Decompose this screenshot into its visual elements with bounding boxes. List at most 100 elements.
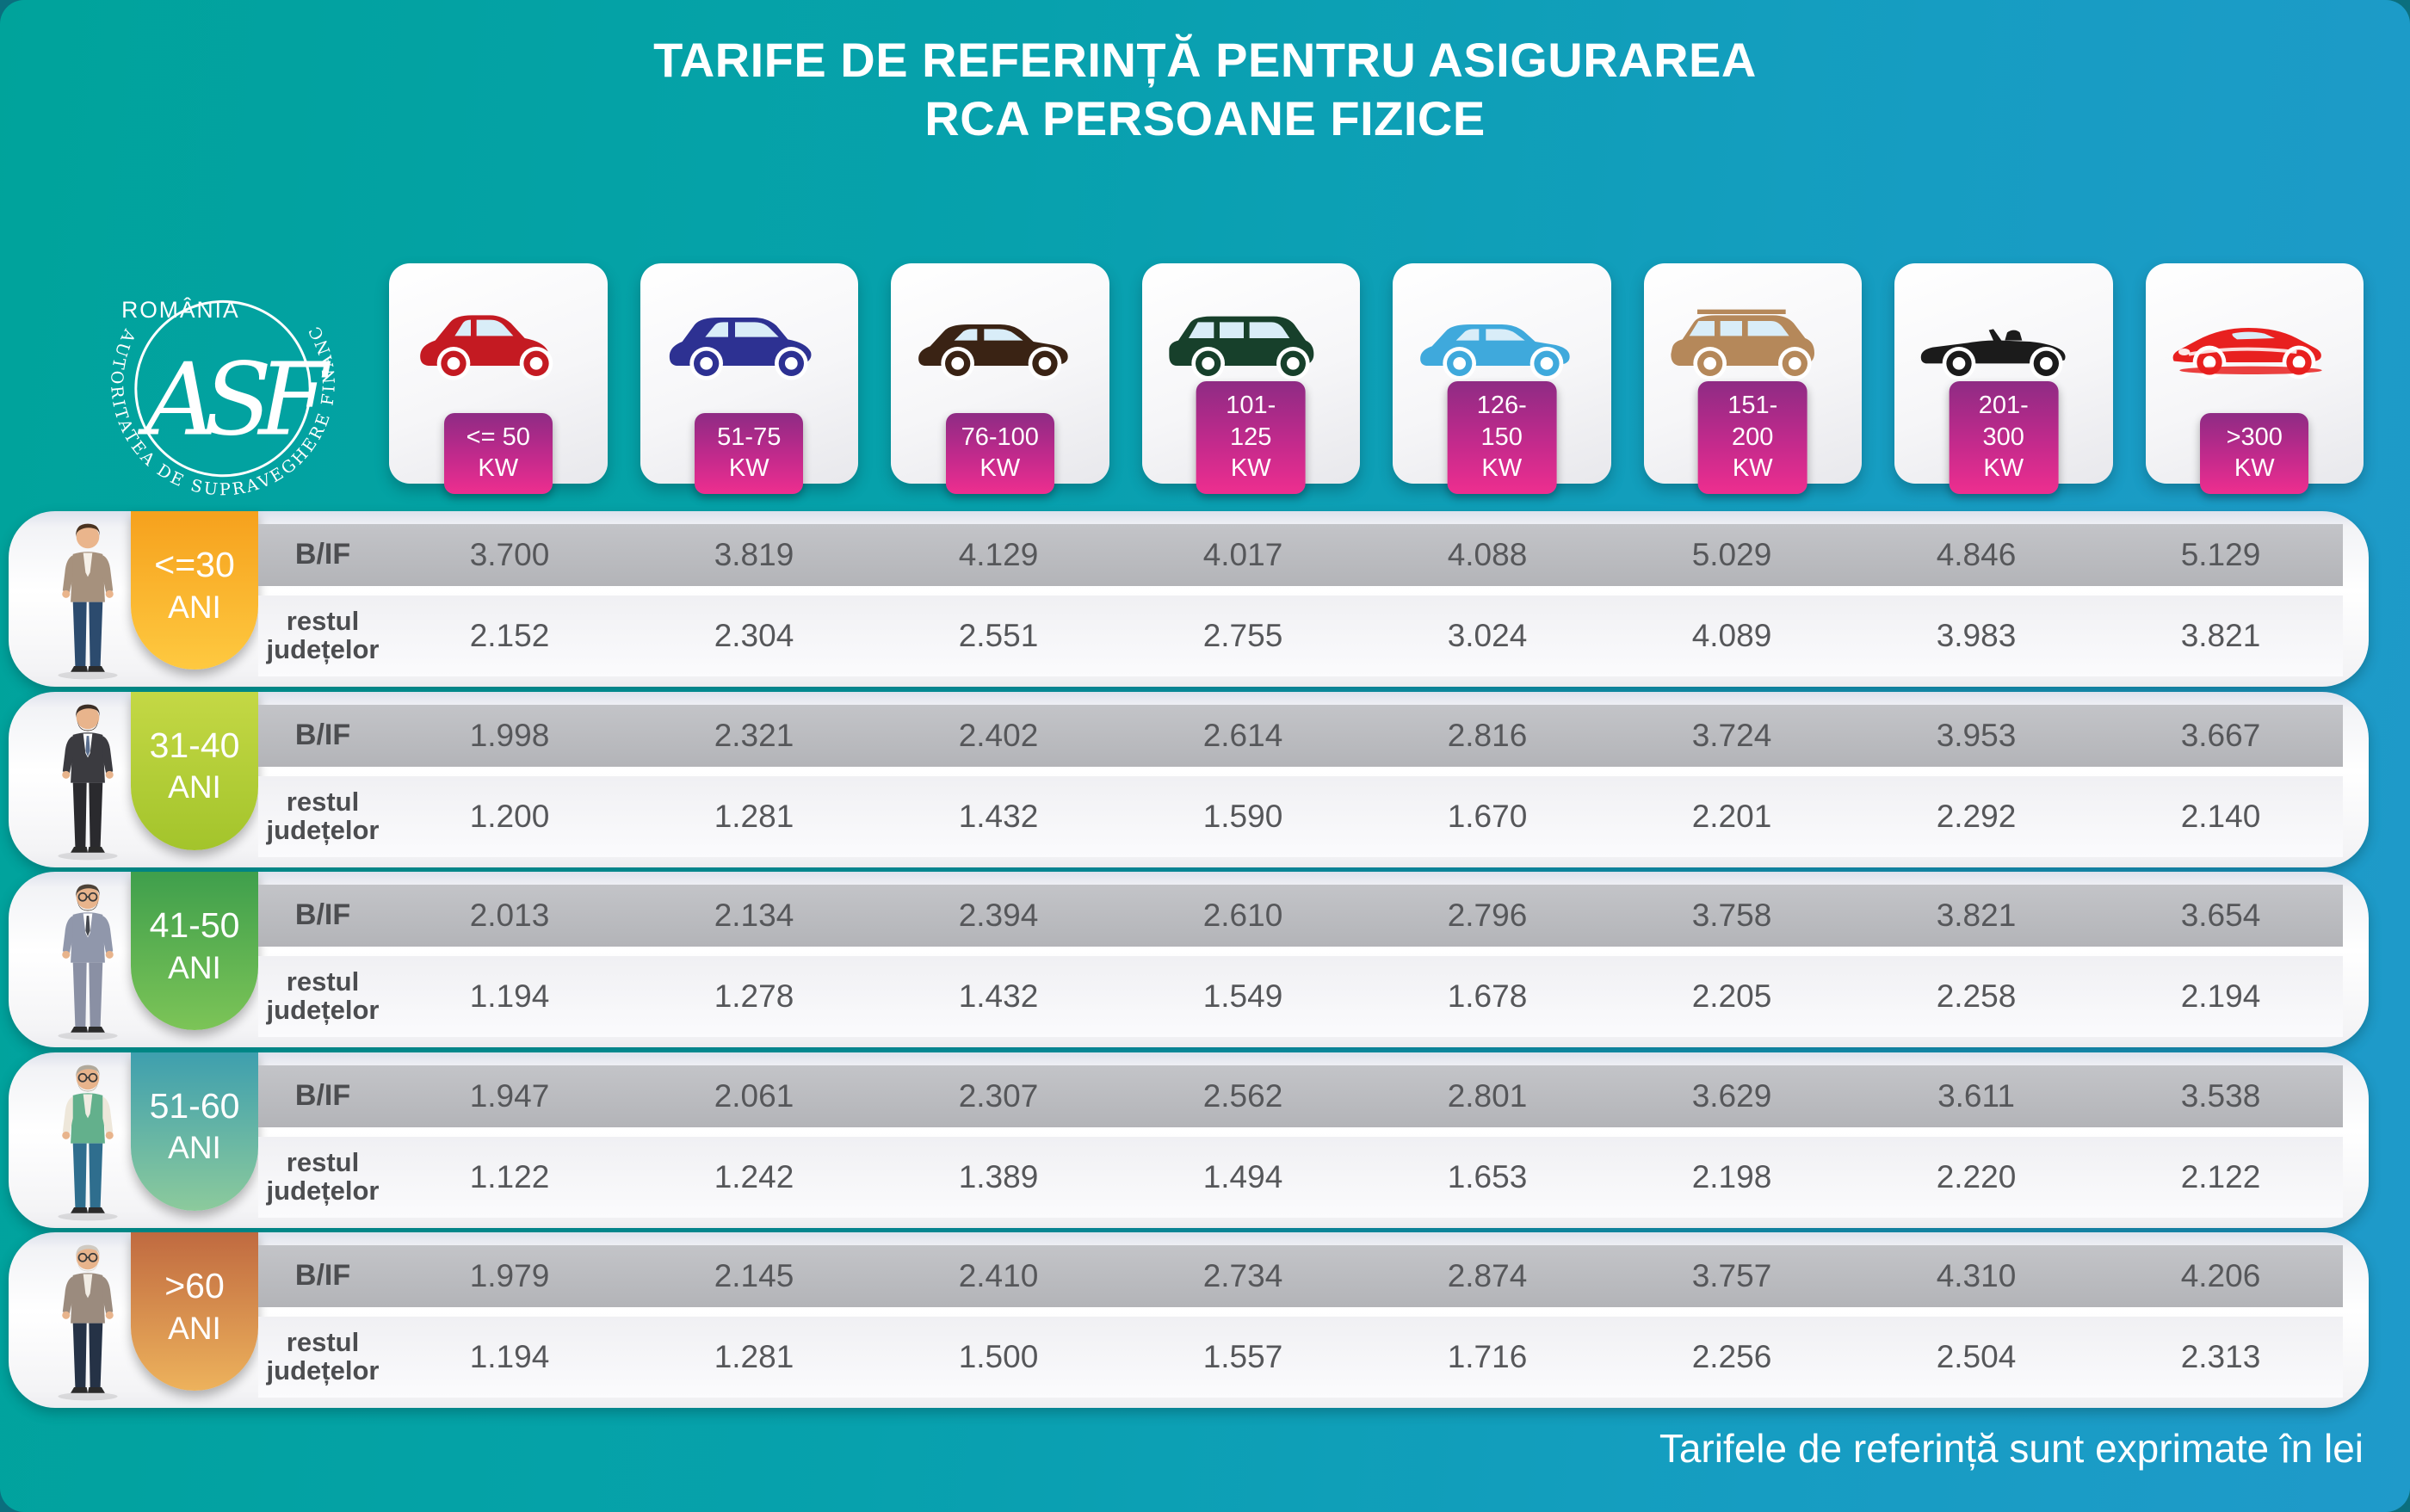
tariff-bands: B/IF 3.700 3.819 4.129 4.017 4.088 5.029 4.846…: [258, 524, 2343, 676]
tariff-value: 2.307: [958, 1077, 1039, 1114]
bif-band: B/IF 2.013 2.134 2.394 2.610 2.796 3.758 3.821…: [258, 885, 2343, 947]
age-range-label: >60: [164, 1266, 225, 1306]
tariff-value: 2.258: [1936, 978, 2017, 1014]
tariff-value: 4.310: [1936, 1258, 2017, 1293]
bif-values: 1.998 2.321 2.402 2.614 2.816 3.724 3.953 3.667: [387, 718, 2343, 754]
age-range-label: 41-50: [149, 905, 240, 946]
tariff-value: 2.551: [958, 618, 1039, 653]
rest-band: restul județelor 2.152 2.304 2.551 2.755 3.0…: [258, 596, 2343, 676]
tariff-value: 1.998: [469, 717, 550, 753]
power-range-label: 101-125: [1226, 392, 1276, 451]
age-group-badge: 51-60 ANI: [131, 1052, 258, 1211]
age-range-label: 31-40: [149, 725, 240, 765]
power-range-badge: 101-125 KW: [1196, 381, 1306, 494]
power-range-badge: 201-300 KW: [1949, 381, 2059, 494]
logo-country-label: ROMÂNIA: [121, 297, 240, 323]
tariff-value: 2.614: [1202, 717, 1283, 753]
tariff-bands: B/IF 1.998 2.321 2.402 2.614 2.816 3.724 3.953…: [258, 704, 2343, 857]
black-convertible-car-icon: [1918, 299, 2090, 384]
rest-band: restul județelor 1.194 1.281 1.500 1.557 1.7…: [258, 1317, 2343, 1398]
region-label-rest: restul județelor: [266, 1327, 380, 1385]
power-unit-label: KW: [478, 454, 519, 482]
region-label-bif: B/IF: [294, 898, 351, 932]
power-range-badge: 51-75 KW: [695, 412, 804, 494]
rest-values: 1.122 1.242 1.389 1.494 1.653 2.198 2.220 2.122: [387, 1159, 2343, 1195]
power-column-card: 51-75 KW: [640, 263, 858, 494]
brown-sedan-car-icon: [914, 299, 1086, 384]
power-column-card: <= 50 KW: [389, 263, 608, 494]
young-man-illustration: [46, 520, 129, 680]
suit-man-illustration: [46, 700, 129, 861]
age-row: <=30 ANI B/IF 3.700 3.819 4.129 4.017 4.088 5…: [9, 511, 2369, 687]
power-unit-label: KW: [1481, 454, 1523, 482]
region-label-bif: B/IF: [294, 718, 351, 751]
bif-band: B/IF 3.700 3.819 4.129 4.017 4.088 5.029 4.846…: [258, 524, 2343, 586]
power-range-badge: 76-100 KW: [945, 412, 1054, 494]
tariff-value: 3.724: [1691, 717, 1772, 753]
bif-band: B/IF 1.998 2.321 2.402 2.614 2.816 3.724 3.953…: [258, 704, 2343, 767]
tariff-value: 3.983: [1936, 618, 2017, 653]
tariff-value: 1.947: [469, 1077, 550, 1114]
title-line-2: RCA PERSOANE FIZICE: [924, 91, 1486, 146]
tariff-value: 3.654: [2180, 898, 2261, 933]
age-unit-label: ANI: [168, 1130, 221, 1165]
region-label-rest: restul județelor: [266, 786, 380, 845]
tariff-value: 1.500: [958, 1339, 1039, 1374]
bif-band: B/IF 1.979 2.145 2.410 2.734 2.874 3.757 4.310…: [258, 1245, 2343, 1307]
tariff-value: 2.013: [469, 898, 550, 933]
power-unit-label: KW: [979, 454, 1021, 482]
tariff-value: 2.816: [1447, 717, 1528, 753]
region-label-bif: B/IF: [294, 1259, 351, 1293]
tariff-value: 1.200: [469, 798, 550, 834]
tariff-value: 1.549: [1202, 978, 1283, 1014]
age-unit-label: ANI: [168, 589, 221, 625]
tariff-value: 3.821: [1936, 898, 2017, 933]
elderly-man-illustration: [46, 1241, 129, 1401]
rest-values: 1.194 1.278 1.432 1.549 1.678 2.205 2.258 2.194: [387, 978, 2343, 1015]
power-range-badge: >300 KW: [2200, 412, 2309, 494]
power-column-card: 126-150 KW: [1393, 263, 1611, 494]
tariff-bands: B/IF 2.013 2.134 2.394 2.610 2.796 3.758 3.821…: [258, 885, 2343, 1037]
power-unit-label: KW: [1983, 454, 2024, 482]
power-unit-label: KW: [2234, 454, 2275, 482]
tariff-value: 2.321: [714, 717, 794, 753]
tariff-value: 1.194: [469, 978, 550, 1014]
tariff-value: 2.205: [1691, 978, 1772, 1014]
tariff-value: 1.278: [714, 978, 794, 1014]
power-range-label: 201-300: [1978, 392, 2029, 451]
glasses-man-illustration: [46, 880, 129, 1040]
power-unit-label: KW: [728, 454, 769, 482]
region-label-bif: B/IF: [294, 538, 351, 571]
blue-crossover-car-icon: [663, 299, 835, 384]
tariff-value: 4.017: [1202, 537, 1283, 572]
tariff-value: 3.629: [1691, 1077, 1772, 1114]
tariff-value: 3.819: [714, 537, 794, 572]
power-range-badge: 151-200 KW: [1697, 381, 1808, 494]
power-range-label: 126-150: [1476, 392, 1527, 451]
title-line-1: TARIFE DE REFERINȚĂ PENTRU ASIGURAREA: [653, 33, 1757, 87]
tariff-value: 2.140: [2180, 798, 2261, 834]
power-column-card: 151-200 KW: [1643, 263, 1862, 494]
rest-band: restul județelor 1.122 1.242 1.389 1.494 1.6…: [258, 1136, 2343, 1218]
region-label-rest: restul județelor: [266, 606, 380, 664]
green-minivan-car-icon: [1165, 299, 1337, 384]
power-columns: <= 50 KW 51-75 KW 76-100 KW 101-125 KW: [389, 263, 2364, 494]
tariff-value: 1.653: [1447, 1158, 1528, 1194]
region-label-rest: restul județelor: [266, 1146, 380, 1206]
tariff-value: 1.494: [1202, 1158, 1283, 1194]
tariff-value: 2.402: [958, 717, 1039, 753]
age-range-label: <=30: [154, 545, 235, 585]
tariff-value: 1.281: [714, 1339, 794, 1374]
power-range-label: 151-200: [1727, 392, 1778, 451]
bif-band: B/IF 1.947 2.061 2.307 2.562 2.801 3.629 3.611…: [258, 1065, 2343, 1127]
tariff-value: 1.557: [1202, 1339, 1283, 1374]
tariff-value: 2.394: [958, 898, 1039, 933]
tariff-value: 2.292: [1936, 798, 2017, 834]
tariff-value: 4.206: [2180, 1258, 2261, 1293]
tariff-value: 2.874: [1447, 1258, 1528, 1293]
age-row: >60 ANI B/IF 1.979 2.145 2.410 2.734 2.874 3.…: [9, 1232, 2369, 1408]
tariff-value: 3.757: [1691, 1258, 1772, 1293]
tariff-value: 1.590: [1202, 798, 1283, 834]
rest-band: restul județelor 1.200 1.281 1.432 1.590 1.6…: [258, 775, 2343, 857]
